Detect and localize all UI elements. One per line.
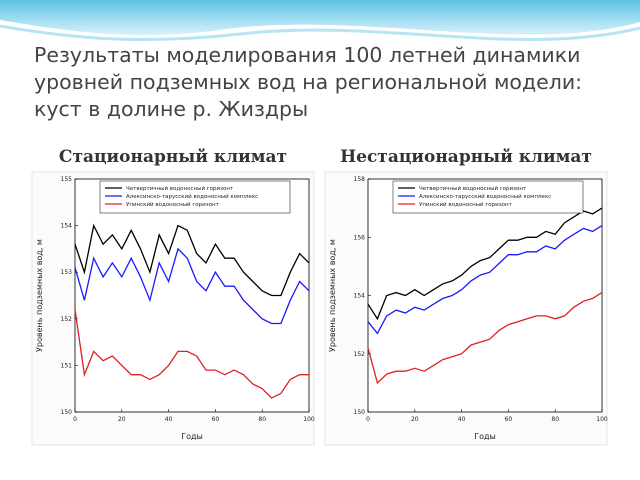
- series-line: [367, 225, 603, 335]
- slide-title: Результаты моделирования 100 летней дина…: [34, 43, 583, 121]
- x-tick-label: 40: [458, 416, 466, 423]
- x-tick-label: 0: [73, 416, 77, 423]
- header-wave-line: [0, 24, 640, 42]
- header-wave: [0, 0, 640, 36]
- x-axis-label: Годы: [474, 432, 496, 441]
- x-tick-label: 20: [411, 416, 419, 423]
- y-tick-label: 154: [354, 293, 366, 300]
- series-line: [74, 247, 310, 325]
- x-tick-label: 60: [212, 416, 220, 423]
- x-tick-label: 100: [303, 416, 315, 423]
- y-tick-label: 153: [61, 269, 73, 276]
- y-tick-label: 152: [61, 316, 73, 323]
- y-tick-label: 150: [354, 409, 366, 416]
- y-tick-label: 150: [61, 409, 73, 416]
- x-tick-label: 60: [505, 416, 513, 423]
- y-tick-label: 151: [61, 362, 73, 369]
- legend-label: Четвертичный водоносный горизонт: [126, 185, 234, 192]
- legend-label: Четвертичный водоносный горизонт: [419, 185, 527, 192]
- y-tick-label: 158: [354, 176, 366, 183]
- legend-box: [99, 180, 291, 214]
- x-tick-label: 100: [596, 416, 608, 423]
- series-line: [74, 309, 309, 399]
- legend-label: Упинский водоносный горизонт: [419, 201, 513, 208]
- y-tick-label: 154: [61, 223, 73, 230]
- legend-label: Упинский водоносный горизонт: [126, 201, 220, 208]
- y-tick-label: 152: [354, 351, 366, 358]
- x-tick-label: 80: [551, 416, 559, 423]
- legend-label: Алексинско-тарусский водоносный комплекс: [126, 193, 258, 200]
- series-line: [74, 223, 310, 297]
- y-tick-label: 155: [61, 176, 73, 183]
- y-axis-label: Уровень подземных вод, м: [328, 239, 337, 352]
- x-tick-label: 0: [366, 416, 370, 423]
- plot-area: [74, 178, 310, 413]
- x-axis-label: Годы: [181, 432, 203, 441]
- series-line: [367, 207, 603, 321]
- series-line: [367, 292, 603, 385]
- x-tick-label: 80: [258, 416, 266, 423]
- y-tick-label: 156: [354, 234, 366, 241]
- chart-subtitle: Нестационарный климат: [340, 147, 592, 167]
- chart-subtitle: Стационарный климат: [59, 147, 287, 167]
- y-axis-label: Уровень подземных вод, м: [35, 239, 44, 352]
- legend-box: [392, 180, 584, 214]
- plot-area: [367, 178, 603, 413]
- legend-label: Алексинско-тарусский водоносный комплекс: [419, 193, 551, 200]
- x-tick-label: 40: [165, 416, 173, 423]
- x-tick-label: 20: [118, 416, 126, 423]
